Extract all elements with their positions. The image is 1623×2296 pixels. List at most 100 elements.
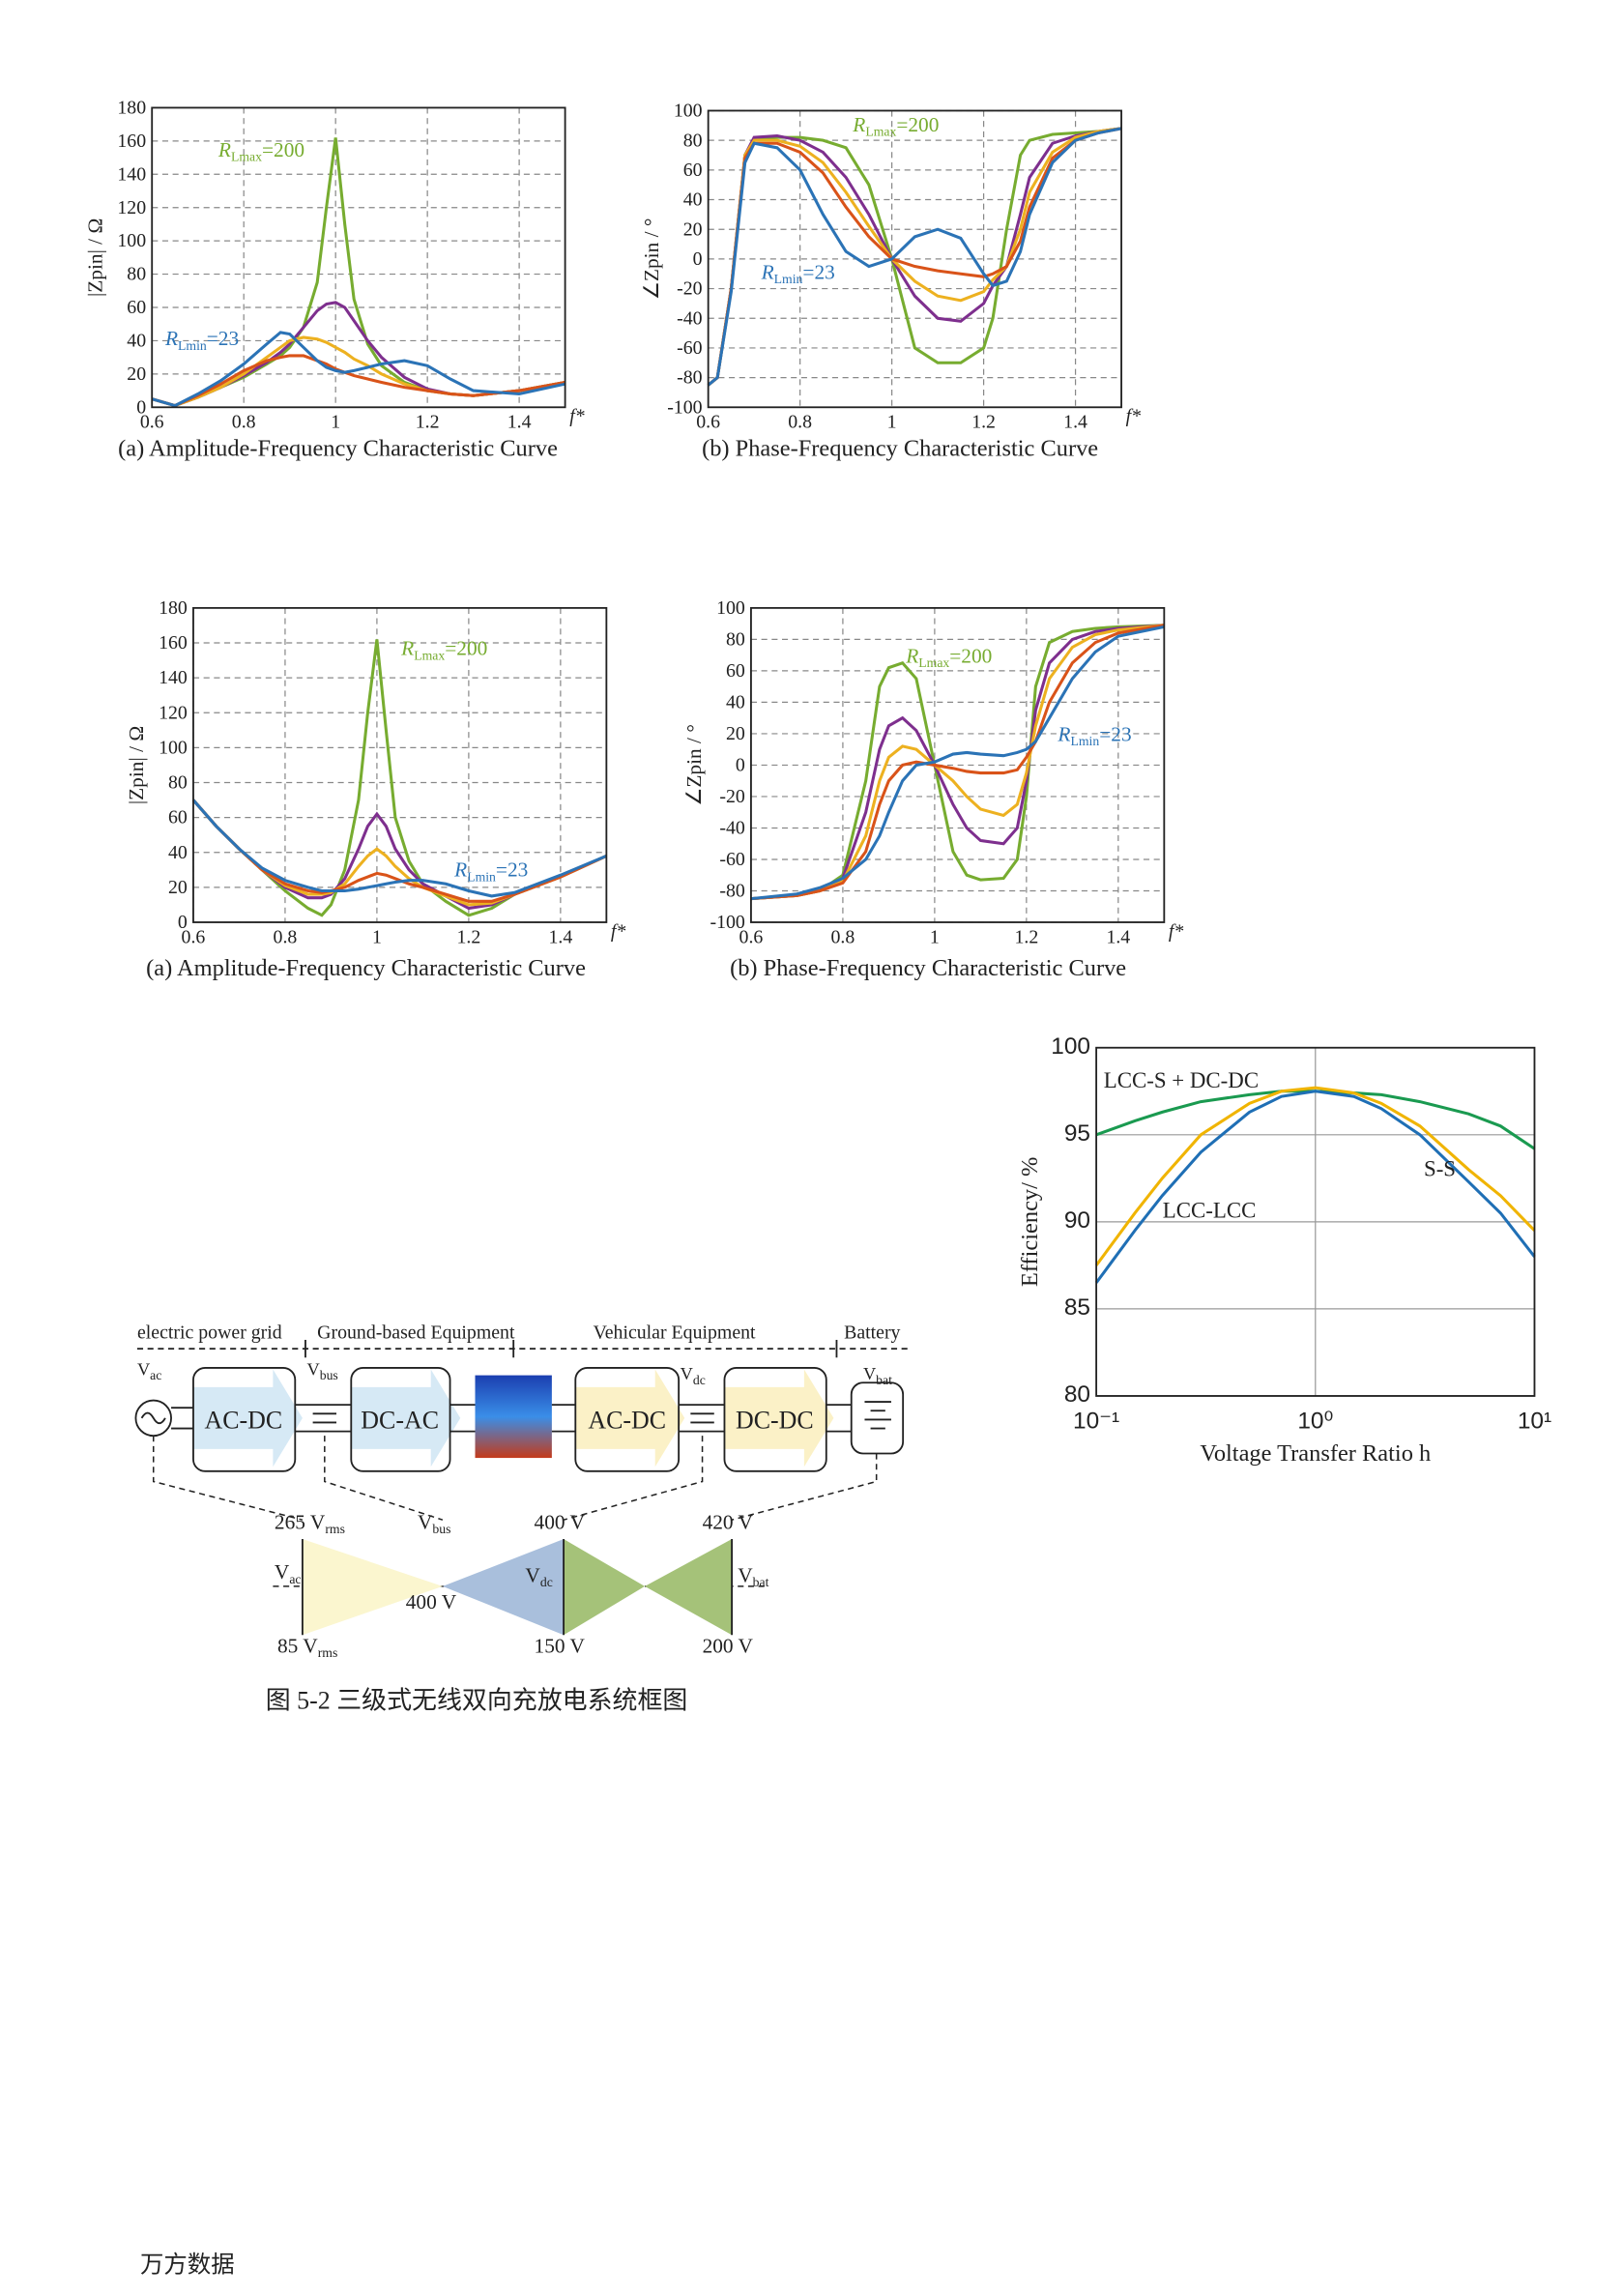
- label-sub: rms: [318, 1645, 338, 1660]
- x-tick-label: 10⁰: [1297, 1409, 1333, 1435]
- section-label: Battery: [844, 1322, 900, 1343]
- annotation-sub: Lmin: [178, 338, 207, 353]
- label-main: 265 V: [275, 1510, 326, 1533]
- x-tick-label: 0.8: [274, 926, 298, 947]
- y-tick-label: 100: [159, 737, 188, 758]
- y-tick-label: 0: [178, 912, 188, 933]
- annotation-sub: Lmin: [774, 272, 803, 286]
- plot-frame: [707, 109, 1122, 409]
- y-axis-label: |Zpin| / Ω: [83, 218, 106, 297]
- annotation: RLmin=23: [761, 260, 835, 286]
- y-tick-label: -20: [719, 786, 745, 807]
- label-main: 420 V: [703, 1510, 754, 1533]
- annotation: RLmin=23: [164, 327, 239, 353]
- annotation-symbol: R: [905, 644, 918, 667]
- y-tick-label: 180: [159, 597, 188, 619]
- y-axis-label: ∠Zpin / °: [682, 724, 706, 806]
- x-axis-label: f*: [569, 406, 585, 427]
- section-label: Vehicular Equipment: [594, 1322, 756, 1343]
- label-sub: dc: [540, 1575, 553, 1589]
- x-tick-label: 1.2: [456, 926, 480, 947]
- series-label: LCC-LCC: [1163, 1198, 1257, 1222]
- chart: 80 85 90 95 100 10⁻¹ 10⁰ 10¹ LCC-S + DC-DC S-S LCC…: [1017, 1033, 1551, 1467]
- label: Vbus: [418, 1510, 451, 1536]
- y-tick-label: -60: [719, 849, 745, 870]
- annotation: RLmax=200: [852, 113, 939, 139]
- annotation-value: =200: [896, 113, 939, 136]
- annotation-symbol: R: [453, 858, 467, 882]
- y-tick-label: 95: [1064, 1120, 1090, 1147]
- annotation-symbol: R: [1057, 722, 1070, 745]
- y-tick-label: 80: [683, 130, 703, 151]
- label: 400 V: [535, 1510, 586, 1533]
- y-tick-label: 80: [168, 772, 188, 794]
- label-main: 85 V: [277, 1635, 318, 1658]
- y-tick-label: 90: [1064, 1207, 1090, 1234]
- x-tick-label: 1: [930, 926, 940, 947]
- x-axis-label: Voltage Transfer Ratio h: [1200, 1440, 1431, 1467]
- series-label: LCC-S + DC-DC: [1104, 1068, 1259, 1092]
- label: Vdc: [681, 1364, 706, 1387]
- data-line: [191, 799, 607, 903]
- annotation: RLmin=23: [453, 858, 528, 885]
- x-tick-label: 0.8: [788, 412, 812, 433]
- plot-frame: [151, 106, 566, 409]
- label-main: 200 V: [703, 1635, 754, 1658]
- label: 150 V: [535, 1635, 586, 1658]
- annotation-symbol: R: [164, 327, 178, 350]
- y-tick-label: 160: [117, 131, 146, 152]
- data-line: [1094, 1086, 1536, 1266]
- section-label: electric power grid: [137, 1322, 282, 1343]
- y-tick-label: 120: [159, 702, 188, 723]
- figure-caption: 图 5-2 三级式无线双向充放电系统框图: [266, 1687, 688, 1715]
- annotation-value: =23: [496, 858, 528, 882]
- y-tick-label: 0: [736, 755, 745, 776]
- x-tick-label: 0.6: [696, 412, 720, 433]
- chart: -100 -80 -60 -40 -20 0 20 40 60 80 100 0.6 0.8 1 1.2 1.…: [682, 597, 1183, 981]
- plot-frame: [750, 606, 1166, 923]
- data-line: [750, 624, 1165, 901]
- label-sub: bus: [320, 1368, 338, 1382]
- plot-frame: [1095, 1046, 1536, 1397]
- x-tick-label: 1.4: [548, 926, 572, 947]
- y-tick-label: 20: [683, 218, 703, 240]
- y-tick-label: 40: [168, 842, 188, 863]
- y-axis-label: |Zpin| / Ω: [125, 726, 148, 804]
- section-label: Ground-based Equipment: [317, 1322, 515, 1343]
- y-tick-label: 60: [683, 160, 703, 181]
- annotation-symbol: R: [400, 637, 414, 660]
- y-tick-label: 20: [127, 363, 146, 385]
- annotation-symbol: R: [761, 260, 774, 283]
- plot-frame: [192, 606, 608, 923]
- chart-caption: (a) Amplitude-Frequency Characteristic C…: [146, 955, 586, 981]
- y-tick-label: 40: [726, 692, 745, 713]
- y-tick-label: -80: [719, 881, 745, 902]
- data-line: [1094, 1090, 1536, 1284]
- y-axis-label: ∠Zpin / °: [640, 218, 663, 301]
- annotation-value: =23: [802, 260, 834, 283]
- label-sub: bat: [753, 1575, 769, 1589]
- label-sub: rms: [325, 1522, 345, 1536]
- chart: -100 -80 -60 -40 -20 0 20 40 60 80 100 0.6 0.8 1 1.2 1.…: [640, 101, 1141, 462]
- label-main: V: [738, 1563, 753, 1586]
- annotation-value: =200: [445, 637, 487, 660]
- y-tick-label: 100: [674, 101, 703, 122]
- label-main: 400 V: [406, 1590, 457, 1613]
- plot-area: [152, 107, 565, 408]
- x-tick-label: 1.4: [1063, 412, 1087, 433]
- x-tick-label: 1: [372, 926, 382, 947]
- label: Vbat: [738, 1563, 768, 1589]
- plot-area: [192, 607, 607, 922]
- annotation-sub: Lmax: [414, 648, 445, 662]
- y-tick-label: -40: [719, 818, 745, 839]
- data-line: [707, 127, 1122, 387]
- label: Vdc: [525, 1563, 552, 1589]
- block-label: AC-DC: [588, 1407, 666, 1435]
- label: 85 Vrms: [277, 1635, 337, 1661]
- y-tick-label: 80: [726, 628, 745, 650]
- y-axis-label: Efficiency/ %: [1017, 1157, 1043, 1287]
- annotation-sub: Lmax: [865, 124, 896, 138]
- y-tick-label: 140: [159, 667, 188, 688]
- y-tick-label: 180: [117, 98, 146, 119]
- y-tick-label: 60: [726, 660, 745, 682]
